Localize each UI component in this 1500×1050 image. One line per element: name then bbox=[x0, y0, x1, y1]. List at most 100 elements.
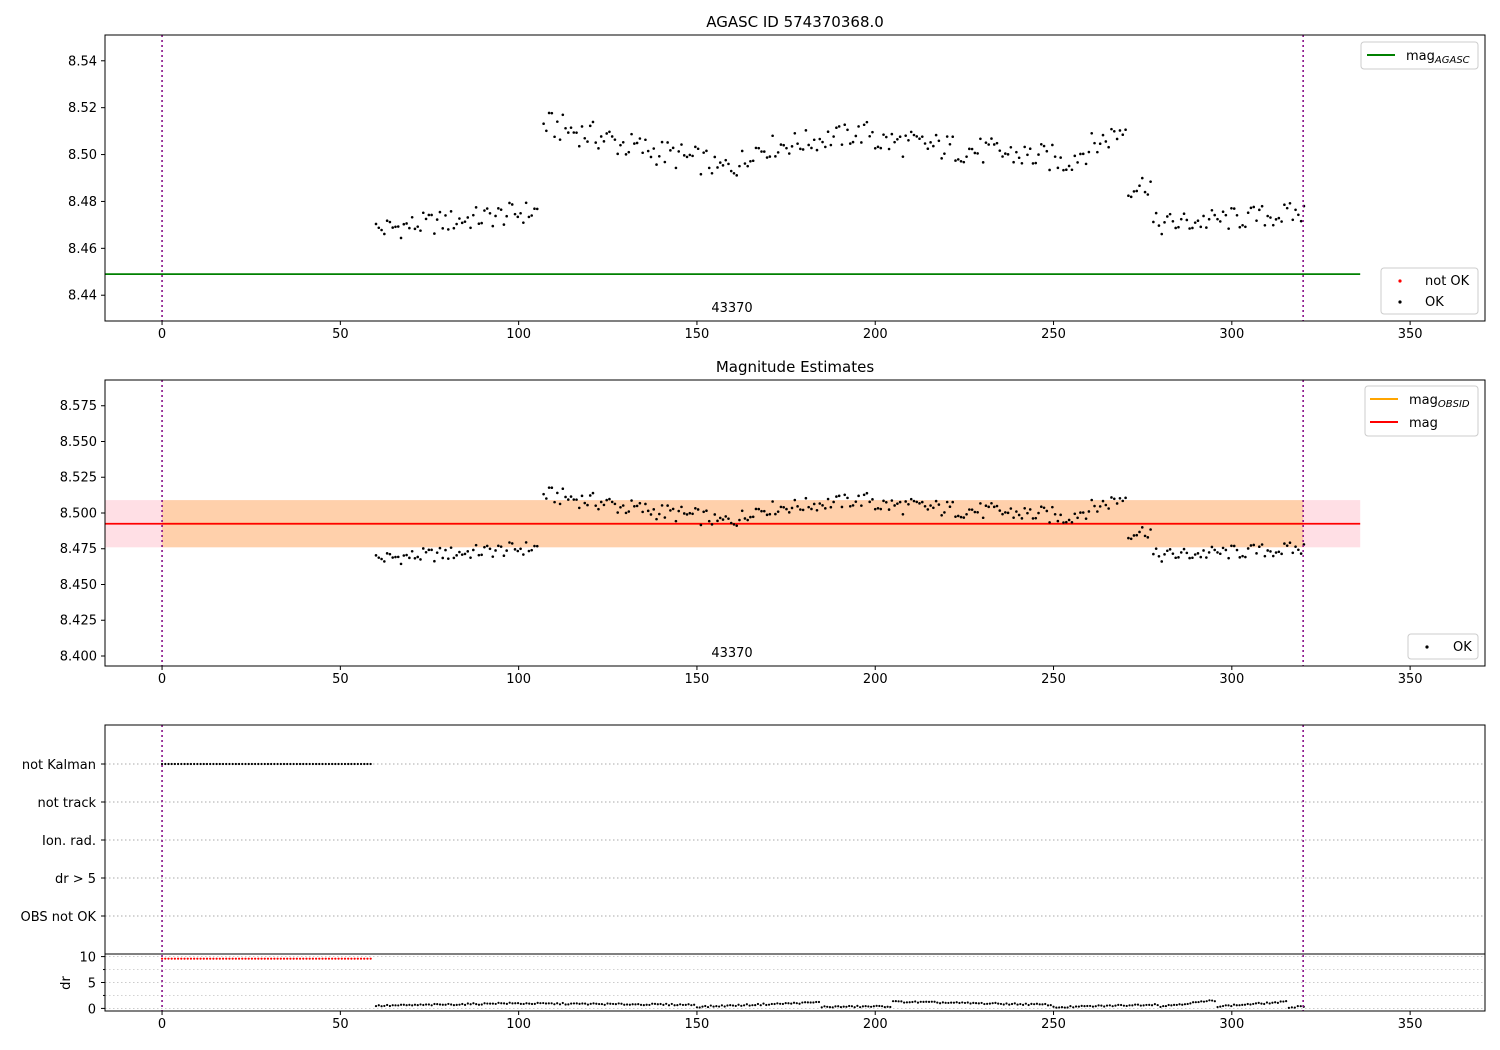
p2-point bbox=[751, 515, 755, 519]
p1-point bbox=[973, 151, 977, 155]
p2-point bbox=[621, 504, 625, 507]
p2-point bbox=[616, 511, 619, 514]
p2-point bbox=[677, 509, 681, 513]
p1-point bbox=[694, 145, 697, 149]
p2-point bbox=[633, 505, 636, 508]
p2-point bbox=[433, 559, 436, 563]
p1-point bbox=[427, 213, 431, 217]
p3-dr-point bbox=[817, 1000, 821, 1004]
p3-dr-point bbox=[620, 1002, 623, 1005]
p1-point bbox=[416, 225, 420, 228]
p3-flag-point bbox=[266, 762, 270, 766]
p3-dr-point bbox=[1189, 1002, 1192, 1005]
p3-dr-point bbox=[461, 1002, 464, 1006]
p1-point bbox=[480, 221, 483, 225]
panel-agasc: AGASC ID 574370368.0 8.44 8.46 8.48 8.50 8.5… bbox=[68, 13, 1486, 342]
p3-dr-point bbox=[374, 1004, 378, 1008]
p1-point bbox=[699, 172, 703, 176]
p3-flag-point bbox=[353, 762, 356, 766]
p3-dr-point bbox=[1194, 1001, 1197, 1004]
p3-dr-point bbox=[1055, 1006, 1058, 1009]
p3-dr-point bbox=[740, 1004, 743, 1007]
p2-point bbox=[383, 560, 386, 563]
p1-point bbox=[441, 227, 445, 230]
p2-xtick-label: 150 bbox=[685, 672, 710, 687]
p1-xtick-label: 200 bbox=[863, 327, 888, 342]
p2-point bbox=[1020, 517, 1024, 520]
p1-point bbox=[751, 159, 755, 163]
p3-flag-point bbox=[340, 762, 343, 766]
p3-dr-point bbox=[1268, 1002, 1271, 1005]
p2-ytick-label: 8.525 bbox=[60, 471, 97, 486]
p3-dr-red-point bbox=[228, 957, 231, 960]
p3-dr-point bbox=[665, 1002, 668, 1005]
p3-flag-point bbox=[160, 762, 164, 766]
p3-flag-point bbox=[173, 762, 176, 766]
p1-point bbox=[1297, 213, 1300, 217]
p3-dr-point bbox=[1202, 1000, 1206, 1003]
p1-point bbox=[413, 227, 417, 231]
p3-dr-point bbox=[667, 1004, 671, 1007]
p3-dr-point bbox=[625, 1003, 629, 1006]
p1-point bbox=[779, 143, 783, 146]
p3-dr-red-point bbox=[234, 957, 237, 960]
p2-point bbox=[984, 504, 988, 508]
p2-point bbox=[1154, 547, 1158, 550]
p3-dr-point bbox=[530, 1002, 534, 1006]
p3-flag-label: not track bbox=[37, 796, 96, 811]
p3-dr-red-point bbox=[231, 957, 234, 960]
p1-ytick-label: 8.44 bbox=[68, 289, 97, 304]
panel1-legend-ok: OK bbox=[1425, 295, 1444, 310]
p2-point bbox=[1129, 537, 1133, 541]
p3-dr-point bbox=[693, 1003, 696, 1006]
p2-point bbox=[1244, 555, 1247, 559]
p2-point bbox=[945, 500, 949, 504]
p1-point bbox=[1263, 224, 1267, 227]
p2-point bbox=[990, 501, 993, 505]
p3-flag-point bbox=[241, 762, 244, 766]
p3-flag-point bbox=[167, 762, 170, 766]
p3-dr-point bbox=[1290, 1006, 1293, 1009]
p3-dr-red-point bbox=[196, 957, 199, 960]
p3-dr-tick-label: 10 bbox=[79, 951, 96, 966]
p2-point bbox=[1157, 555, 1161, 558]
p3-dr-point bbox=[927, 1000, 931, 1003]
p3-dr-point bbox=[1097, 1004, 1100, 1007]
p3-flag-point bbox=[193, 762, 196, 766]
p3-dr-point bbox=[1241, 1003, 1244, 1006]
p3-dr-red-point bbox=[186, 957, 189, 960]
p3-dr-red-point bbox=[209, 957, 212, 960]
p2-point bbox=[1202, 549, 1205, 552]
p1-point bbox=[1004, 152, 1007, 155]
p1-point bbox=[483, 209, 486, 212]
p2-point bbox=[1188, 556, 1191, 560]
p3-dr-point bbox=[961, 1001, 964, 1004]
p3-dr-point bbox=[698, 1006, 701, 1009]
p3-dr-point bbox=[1181, 1003, 1184, 1006]
p2-point bbox=[516, 549, 520, 553]
p2-point bbox=[740, 509, 744, 513]
p2-point bbox=[641, 510, 644, 514]
p1-point bbox=[488, 211, 492, 215]
p3-dr-point bbox=[754, 1004, 757, 1007]
p3-dr-point bbox=[402, 1003, 405, 1006]
p2-point bbox=[472, 548, 475, 552]
p3-dr-point bbox=[1167, 1003, 1170, 1007]
panel1-obsid-label: 43370 bbox=[711, 301, 752, 316]
p2-point bbox=[821, 504, 824, 507]
p1-point bbox=[505, 214, 508, 218]
p1-point bbox=[633, 142, 636, 145]
p1-point bbox=[1079, 152, 1082, 156]
panel1-legend-mag-label: mag bbox=[1406, 49, 1435, 64]
p1-point bbox=[707, 166, 711, 170]
p2-point bbox=[602, 503, 606, 507]
p3-dr-point bbox=[1235, 1004, 1238, 1007]
panel2-point-legend: OK bbox=[1407, 633, 1479, 660]
p1-point bbox=[1084, 162, 1088, 166]
p1-point bbox=[449, 210, 453, 213]
p2-point bbox=[1104, 503, 1108, 507]
p3-dr-point bbox=[645, 1003, 648, 1006]
p3-dr-point bbox=[673, 1004, 676, 1007]
p3-dr-point bbox=[894, 999, 897, 1003]
p3-dr-point bbox=[828, 1005, 832, 1009]
